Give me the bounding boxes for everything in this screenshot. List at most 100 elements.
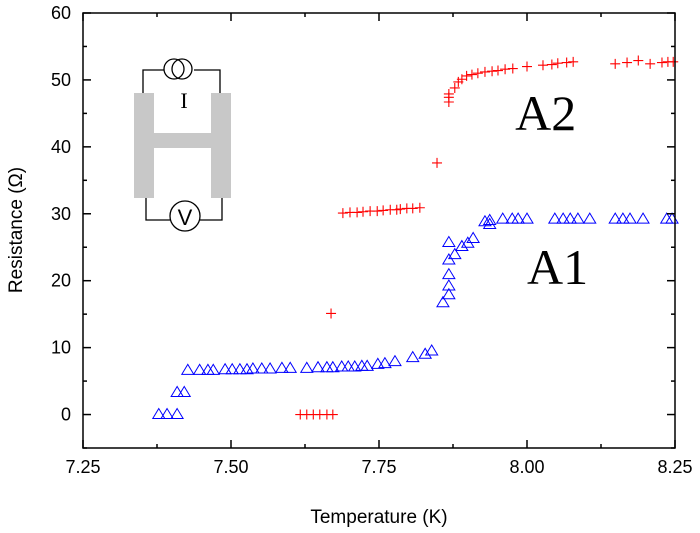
data-point-triangle [263,362,277,374]
data-point-triangle [325,360,340,373]
data-point-triangle [192,363,207,375]
y-tick-label: 30 [51,204,71,224]
data-point-triangle [378,356,392,369]
data-point-triangle [556,212,570,224]
data-point-plus [472,68,483,79]
x-tick-label: 8.00 [509,457,544,477]
data-point-plus [500,64,511,75]
data-point-plus [656,57,667,68]
data-point-triangle [466,231,481,244]
y-tick-label: 20 [51,271,71,291]
data-point-triangle [482,217,497,229]
data-point-plus [327,409,338,420]
current-label: I [180,88,187,113]
data-point-triangle [341,360,356,372]
data-point-triangle [520,212,534,224]
data-point-plus [492,65,503,76]
data-point-plus [461,70,472,81]
data-point-triangle [608,212,623,224]
y-axis-title: Resistance (Ω) [6,167,27,293]
data-point-triangle [347,360,362,372]
data-point-plus [546,59,557,70]
data-point-triangle [441,267,456,280]
y-tick-label: 50 [51,70,71,90]
data-point-triangle [623,212,637,224]
data-point-plus [561,57,572,68]
data-point-plus [372,206,383,217]
data-point-triangle [405,350,420,363]
data-point-triangle [436,295,450,308]
h-bar-left [134,93,154,198]
data-point-triangle [177,385,192,397]
data-point-triangle [563,212,578,224]
data-point-triangle [360,359,375,371]
data-point-triangle [225,362,240,375]
data-point-triangle [424,343,439,356]
data-point-triangle [254,362,269,374]
data-point-triangle [482,213,497,225]
data-point-triangle [447,247,462,260]
data-point-triangle [582,212,597,224]
voltmeter-icon [169,200,201,232]
data-point-triangle [283,361,298,373]
voltage-label: V [178,205,193,230]
data-point-plus [449,82,460,93]
data-point-triangle [206,363,221,375]
data-point-plus [552,58,563,69]
data-point-triangle [547,212,562,224]
data-point-triangle [299,361,314,373]
h-bar-cross [154,133,211,148]
x-tick-label: 7.25 [65,457,100,477]
data-point-plus [358,206,369,217]
data-point-triangle [441,287,456,300]
series-annotation: A1 [527,239,588,295]
data-point-plus [395,204,406,215]
data-point-triangle [636,212,650,224]
data-point-plus [507,63,518,74]
data-point-plus [337,208,348,219]
data-point-plus [443,88,454,99]
data-point-plus [378,205,389,216]
data-point-triangle [180,363,195,375]
data-point-triangle [170,385,185,397]
series-A1 [151,212,679,420]
x-axis-title: Temperature (K) [310,507,447,528]
data-point-plus [668,56,679,67]
data-point-plus [610,58,621,69]
y-tick-label: 10 [51,338,71,358]
x-tick-label: 7.50 [213,457,248,477]
data-point-plus [645,58,656,69]
series-annotation: A2 [515,85,576,141]
x-tick-label: 7.75 [361,457,396,477]
data-point-plus [633,55,644,66]
data-point-plus [487,66,498,77]
data-point-triangle [418,347,433,359]
current-source-icon [163,58,185,80]
data-point-triangle [495,212,510,224]
h-bar-right [211,93,231,198]
data-point-triangle [160,407,174,420]
data-point-plus [479,66,490,77]
data-point-triangle [571,212,585,224]
data-point-plus [537,60,548,71]
data-point-triangle [370,357,385,369]
data-point-triangle [441,279,456,291]
data-point-triangle [275,361,289,373]
data-point-triangle [616,212,630,224]
data-point-triangle [151,407,166,420]
data-point-triangle [511,212,526,224]
data-point-plus [466,69,477,80]
data-point-plus [568,56,579,67]
data-point-plus [414,202,425,213]
data-point-triangle [311,360,325,373]
data-point-triangle [218,362,232,375]
data-point-plus [622,57,633,68]
data-point-triangle [232,362,247,375]
data-point-triangle [454,239,469,252]
data-point-triangle [246,362,260,374]
current-source-icon-2 [171,58,193,80]
y-tick-label: 0 [61,405,71,425]
four-probe-inset-schematic: I V [134,58,231,232]
data-point-plus [407,203,418,214]
